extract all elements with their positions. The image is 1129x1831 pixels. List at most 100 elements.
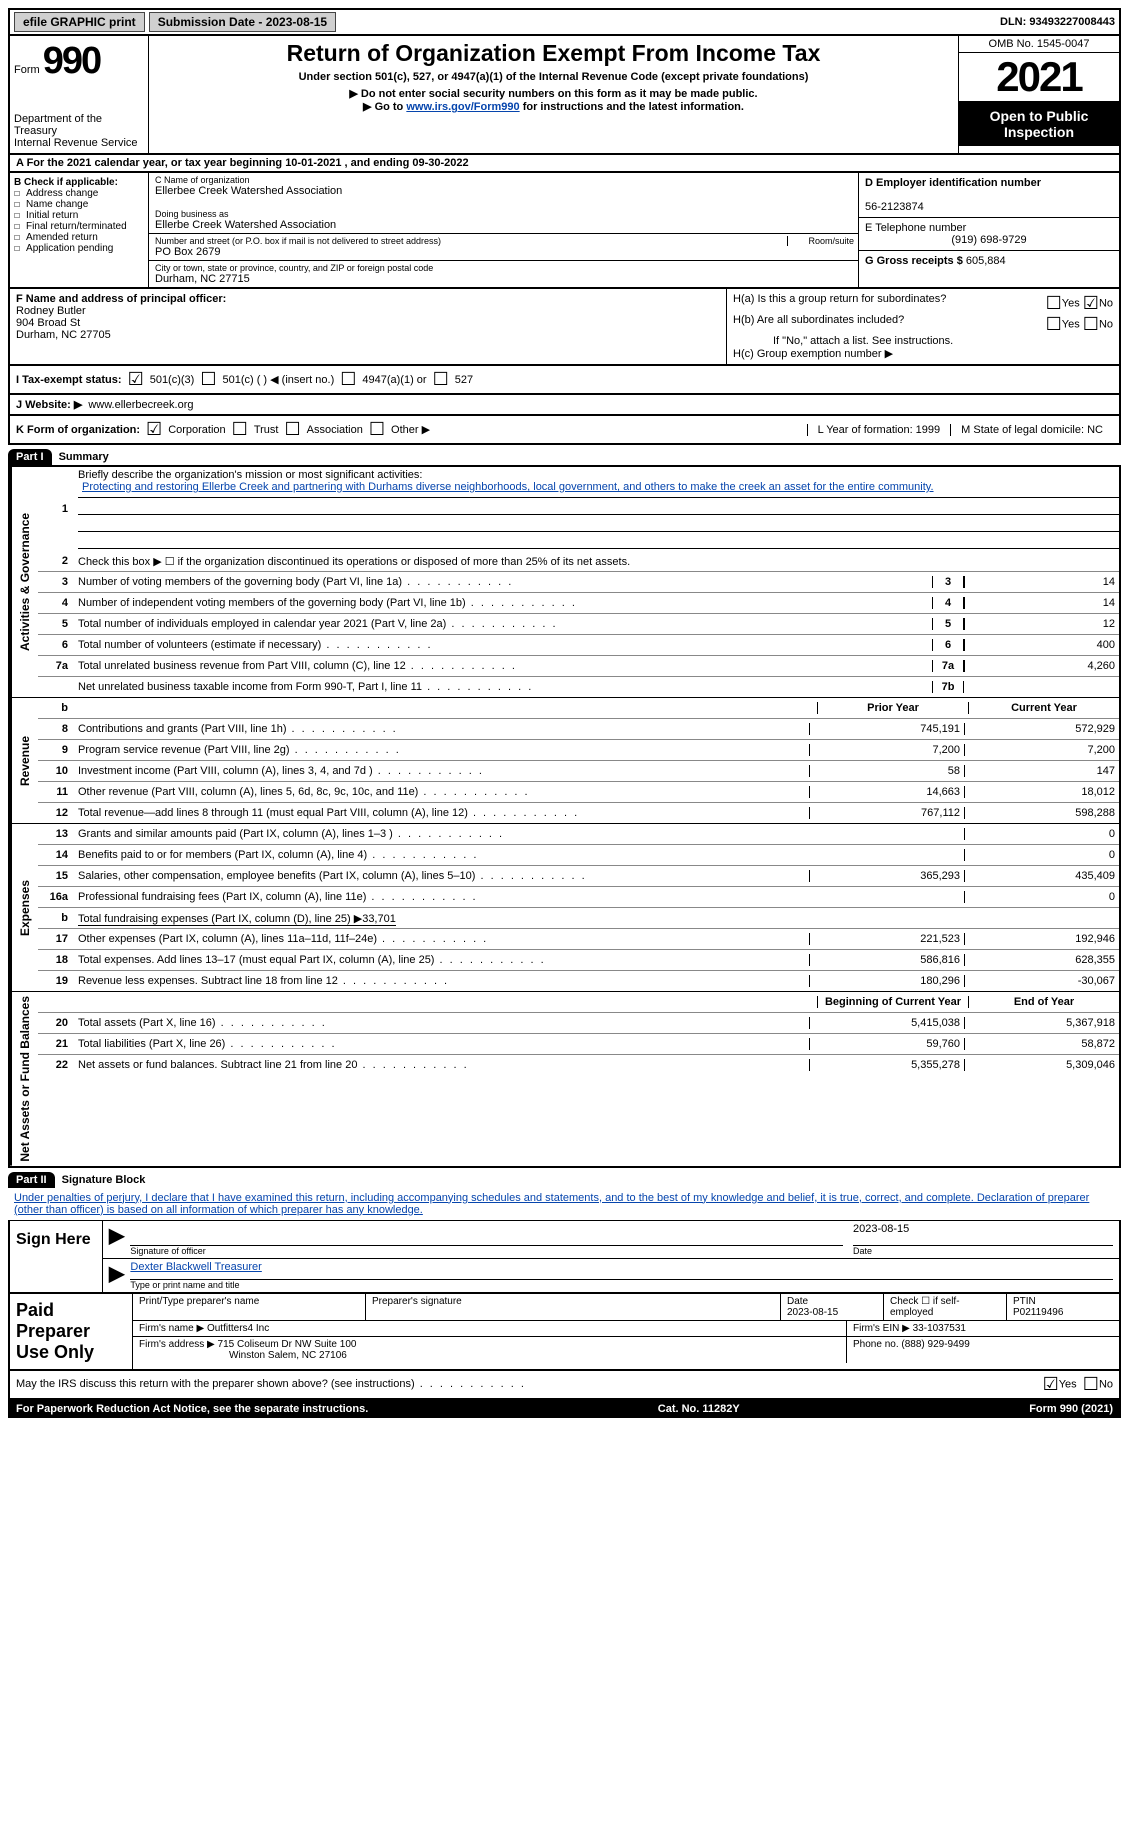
chk-initial[interactable]: ☐ bbox=[14, 210, 26, 221]
firm-addr-label: Firm's address ▶ bbox=[139, 1339, 215, 1350]
box-h: H(a) Is this a group return for subordin… bbox=[727, 289, 1119, 364]
row-a-calendar: A For the 2021 calendar year, or tax yea… bbox=[8, 155, 1121, 173]
tab-netassets: Net Assets or Fund Balances bbox=[10, 992, 38, 1166]
part2-header-row: Part II Signature Block bbox=[8, 1168, 1121, 1188]
box-b: B Check if applicable: ☐ Address change … bbox=[10, 173, 149, 287]
firm-addr2: Winston Salem, NC 27106 bbox=[139, 1350, 347, 1361]
chk-corp[interactable]: ☑ bbox=[146, 419, 162, 440]
discuss-row: May the IRS discuss this return with the… bbox=[8, 1371, 1121, 1400]
tax-year: 2021 bbox=[959, 53, 1119, 102]
date-label: Date bbox=[853, 1246, 1113, 1256]
sig-officer-label: Signature of officer bbox=[130, 1246, 843, 1256]
city-state: Durham, NC 27715 bbox=[155, 273, 250, 285]
opt-final: Final return/terminated bbox=[26, 221, 127, 232]
form-prefix: Form bbox=[14, 64, 40, 76]
sign-here-label: Sign Here bbox=[10, 1221, 103, 1292]
chk-501c[interactable]: ☐ bbox=[200, 369, 216, 390]
name-label: C Name of organization bbox=[155, 175, 852, 185]
h-a-opts: ☐Yes ☑No bbox=[1046, 293, 1113, 314]
declaration-link[interactable]: Under penalties of perjury, I declare th… bbox=[14, 1192, 1089, 1216]
part1-box: Activities & Governance 1 Briefly descri… bbox=[8, 465, 1121, 1168]
ptin-value: P02119496 bbox=[1013, 1307, 1063, 1318]
gross-label: G Gross receipts $ bbox=[865, 255, 963, 267]
discuss-opts: ☑Yes ☐No bbox=[1043, 1374, 1113, 1395]
h-b-opts: ☐Yes ☐No bbox=[1046, 314, 1113, 335]
chk-527[interactable]: ☐ bbox=[433, 369, 449, 390]
open-inspection: Open to Public Inspection bbox=[959, 102, 1119, 146]
box-f: F Name and address of principal officer:… bbox=[10, 289, 727, 364]
chk-other[interactable]: ☐ bbox=[369, 419, 385, 440]
firm-ein-label: Firm's EIN ▶ bbox=[853, 1323, 910, 1334]
addr-label: Number and street (or P.O. box if mail i… bbox=[155, 236, 852, 246]
chk-4947[interactable]: ☐ bbox=[340, 369, 356, 390]
declaration-text: Under penalties of perjury, I declare th… bbox=[8, 1188, 1121, 1220]
ein-value: 56-2123874 bbox=[865, 201, 924, 213]
firm-phone-label: Phone no. bbox=[853, 1339, 899, 1350]
h-b-note: If "No," attach a list. See instructions… bbox=[733, 335, 1113, 347]
calendar-text: A For the 2021 calendar year, or tax yea… bbox=[16, 157, 469, 169]
opt-501c: 501(c) ( ) ◀ (insert no.) bbox=[222, 373, 334, 386]
row-f-h: F Name and address of principal officer:… bbox=[8, 289, 1121, 366]
omb-number: OMB No. 1545-0047 bbox=[959, 36, 1119, 53]
h-c-text: H(c) Group exemption number ▶ bbox=[733, 347, 1113, 360]
submission-date: Submission Date - 2023-08-15 bbox=[149, 12, 336, 32]
current-year-hdr: Current Year bbox=[968, 702, 1119, 714]
chk-501c3[interactable]: ☑ bbox=[128, 369, 144, 390]
phone-label: E Telephone number bbox=[865, 222, 966, 234]
chk-pending[interactable]: ☐ bbox=[14, 243, 26, 254]
chk-assoc[interactable]: ☐ bbox=[284, 419, 300, 440]
chk-final[interactable]: ☐ bbox=[14, 221, 26, 232]
irs-link[interactable]: www.irs.gov/Form990 bbox=[406, 101, 519, 113]
sig-date: 2023-08-15 bbox=[853, 1223, 909, 1235]
prior-year-hdr: Prior Year bbox=[817, 702, 968, 714]
h-a-text: H(a) Is this a group return for subordin… bbox=[733, 293, 963, 314]
paid-preparer-block: Paid Preparer Use Only Print/Type prepar… bbox=[8, 1294, 1121, 1371]
box-b-label: B Check if applicable: bbox=[14, 177, 118, 188]
row-i-status: I Tax-exempt status: ☑ 501(c)(3) ☐ 501(c) … bbox=[8, 366, 1121, 395]
check-self: Check ☐ if self-employed bbox=[884, 1294, 1007, 1320]
row-j-website: J Website: ▶ www.ellerbecreek.org bbox=[8, 395, 1121, 416]
instruction-link: ▶ Go to www.irs.gov/Form990 for instruct… bbox=[159, 100, 948, 113]
ein-label: D Employer identification number bbox=[865, 177, 1041, 189]
chk-address[interactable]: ☐ bbox=[14, 188, 26, 199]
chk-trust[interactable]: ☐ bbox=[232, 419, 248, 440]
tab-revenue: Revenue bbox=[10, 698, 38, 823]
begin-year-hdr: Beginning of Current Year bbox=[817, 996, 968, 1008]
gross-value: 605,884 bbox=[966, 255, 1006, 267]
opt-amended: Amended return bbox=[26, 232, 98, 243]
form-header: Form 990 Department of the Treasury Inte… bbox=[8, 34, 1121, 155]
officer-addr2: Durham, NC 27705 bbox=[16, 329, 111, 341]
dba-name: Ellerbe Creek Watershed Association bbox=[155, 219, 336, 231]
instruction-ssn: Do not enter social security numbers on … bbox=[159, 87, 948, 100]
dba-label: Doing business as bbox=[155, 209, 852, 219]
caret-icon: ▶ bbox=[109, 1223, 124, 1256]
part2-title: Signature Block bbox=[62, 1174, 146, 1186]
prep-sig-label: Preparer's signature bbox=[372, 1296, 462, 1307]
status-label: I Tax-exempt status: bbox=[16, 374, 122, 386]
form-footer: Form 990 (2021) bbox=[1029, 1403, 1113, 1415]
form-title: Return of Organization Exempt From Incom… bbox=[159, 40, 948, 67]
instr-pre: Go to bbox=[375, 101, 407, 113]
firm-name: Outfitters4 Inc bbox=[207, 1323, 269, 1334]
website-label: J Website: ▶ bbox=[16, 398, 82, 411]
tab-governance: Activities & Governance bbox=[10, 467, 38, 697]
chk-name[interactable]: ☐ bbox=[14, 199, 26, 210]
efile-button[interactable]: efile GRAPHIC print bbox=[14, 12, 145, 32]
line2-text: Check this box ▶ ☐ if the organization d… bbox=[78, 553, 1119, 570]
opt-corp: Corporation bbox=[168, 424, 225, 436]
paperwork-text: For Paperwork Reduction Act Notice, see … bbox=[16, 1403, 368, 1415]
officer-printed-name[interactable]: Dexter Blackwell Treasurer bbox=[130, 1261, 261, 1273]
tab-expenses: Expenses bbox=[10, 824, 38, 991]
opt-501c3: 501(c)(3) bbox=[150, 374, 195, 386]
prep-name-label: Print/Type preparer's name bbox=[139, 1296, 259, 1307]
dln-number: DLN: 93493227008443 bbox=[1000, 16, 1115, 28]
mission-text[interactable]: Protecting and restoring Ellerbe Creek a… bbox=[82, 481, 934, 493]
caret-icon-2: ▶ bbox=[109, 1261, 124, 1290]
end-year-hdr: End of Year bbox=[968, 996, 1119, 1008]
chk-amended[interactable]: ☐ bbox=[14, 232, 26, 243]
ptin-label: PTIN bbox=[1013, 1296, 1036, 1307]
form-subtitle: Under section 501(c), 527, or 4947(a)(1)… bbox=[159, 71, 948, 83]
top-bar: efile GRAPHIC print Submission Date - 20… bbox=[8, 8, 1121, 34]
type-name-label: Type or print name and title bbox=[130, 1280, 1113, 1290]
prep-date-label: Date bbox=[787, 1296, 808, 1307]
